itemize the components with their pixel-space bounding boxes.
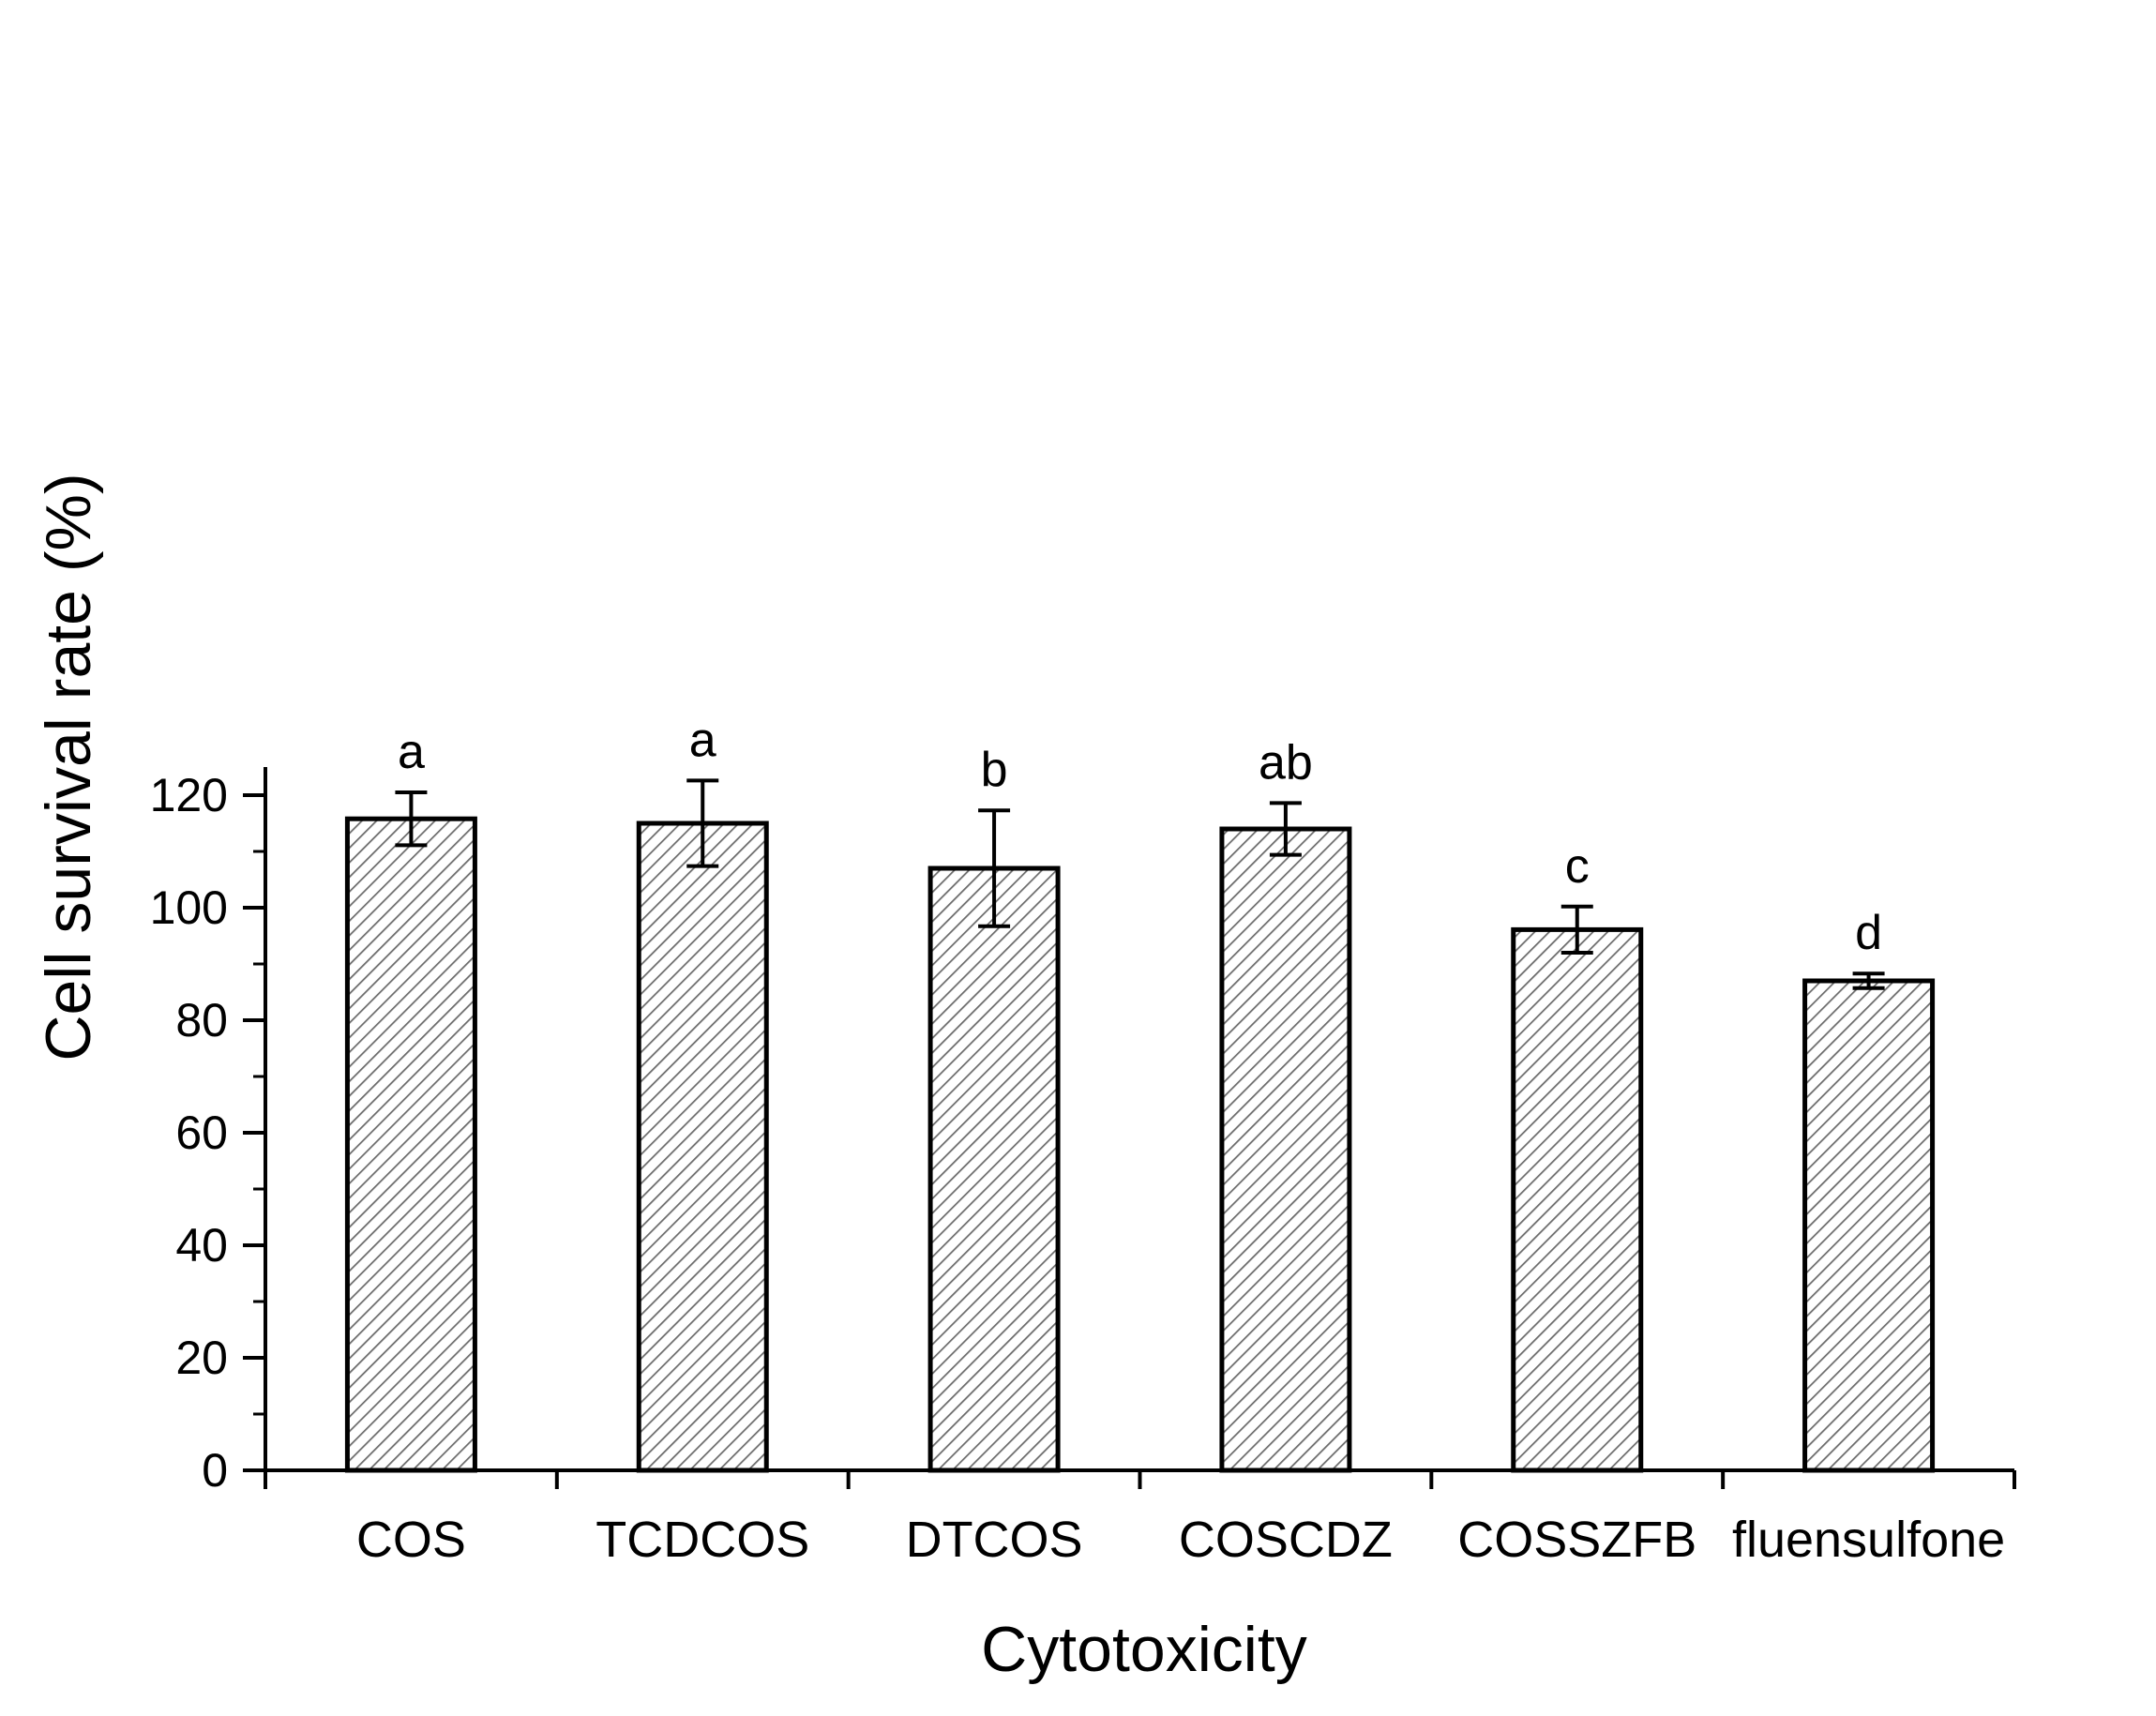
y-tick-label-0: 0	[202, 1444, 228, 1497]
significance-letter-fluensulfone: d	[1855, 906, 1882, 960]
x-tick-label-TCDCOS: TCDCOS	[596, 1512, 809, 1568]
y-tick-label-40: 40	[175, 1219, 228, 1272]
bar-TCDCOS	[636, 820, 769, 1473]
bar-fluensulfone	[1802, 978, 1936, 1473]
bars-layer	[344, 778, 1936, 1473]
axes-layer	[243, 767, 2016, 1489]
significance-letter-COSCDZ: ab	[1259, 735, 1313, 790]
significance-letter-COS: a	[398, 725, 425, 779]
y-tick-label-80: 80	[175, 994, 228, 1046]
labels-layer: a COS a TCDCOS b DTCOS ab COSCDZ c COSSZFB d fluens…	[150, 713, 2006, 1568]
x-tick-label-fluensulfone: fluensulfone	[1732, 1512, 2005, 1568]
y-axis-title: Cell survival rate (%)	[33, 473, 104, 1061]
significance-letter-DTCOS: b	[981, 743, 1008, 797]
significance-letter-COSSZFB: c	[1565, 839, 1590, 894]
x-axis-title: Cytotoxicity	[981, 1614, 1307, 1685]
bar-COSCDZ	[1219, 826, 1352, 1473]
significance-letter-TCDCOS: a	[689, 713, 716, 767]
x-tick-label-COSSZFB: COSSZFB	[1457, 1512, 1696, 1568]
y-tick-label-120: 120	[150, 769, 228, 821]
bar-DTCOS	[927, 866, 1061, 1473]
x-tick-label-COSCDZ: COSCDZ	[1179, 1512, 1393, 1568]
bar-COS	[344, 816, 477, 1473]
x-tick-label-COS: COS	[356, 1512, 466, 1568]
bar-COSSZFB	[1511, 926, 1644, 1473]
x-tick-label-DTCOS: DTCOS	[906, 1512, 1083, 1568]
y-tick-label-60: 60	[175, 1106, 228, 1159]
y-tick-label-100: 100	[150, 881, 228, 934]
y-tick-label-20: 20	[175, 1332, 228, 1384]
